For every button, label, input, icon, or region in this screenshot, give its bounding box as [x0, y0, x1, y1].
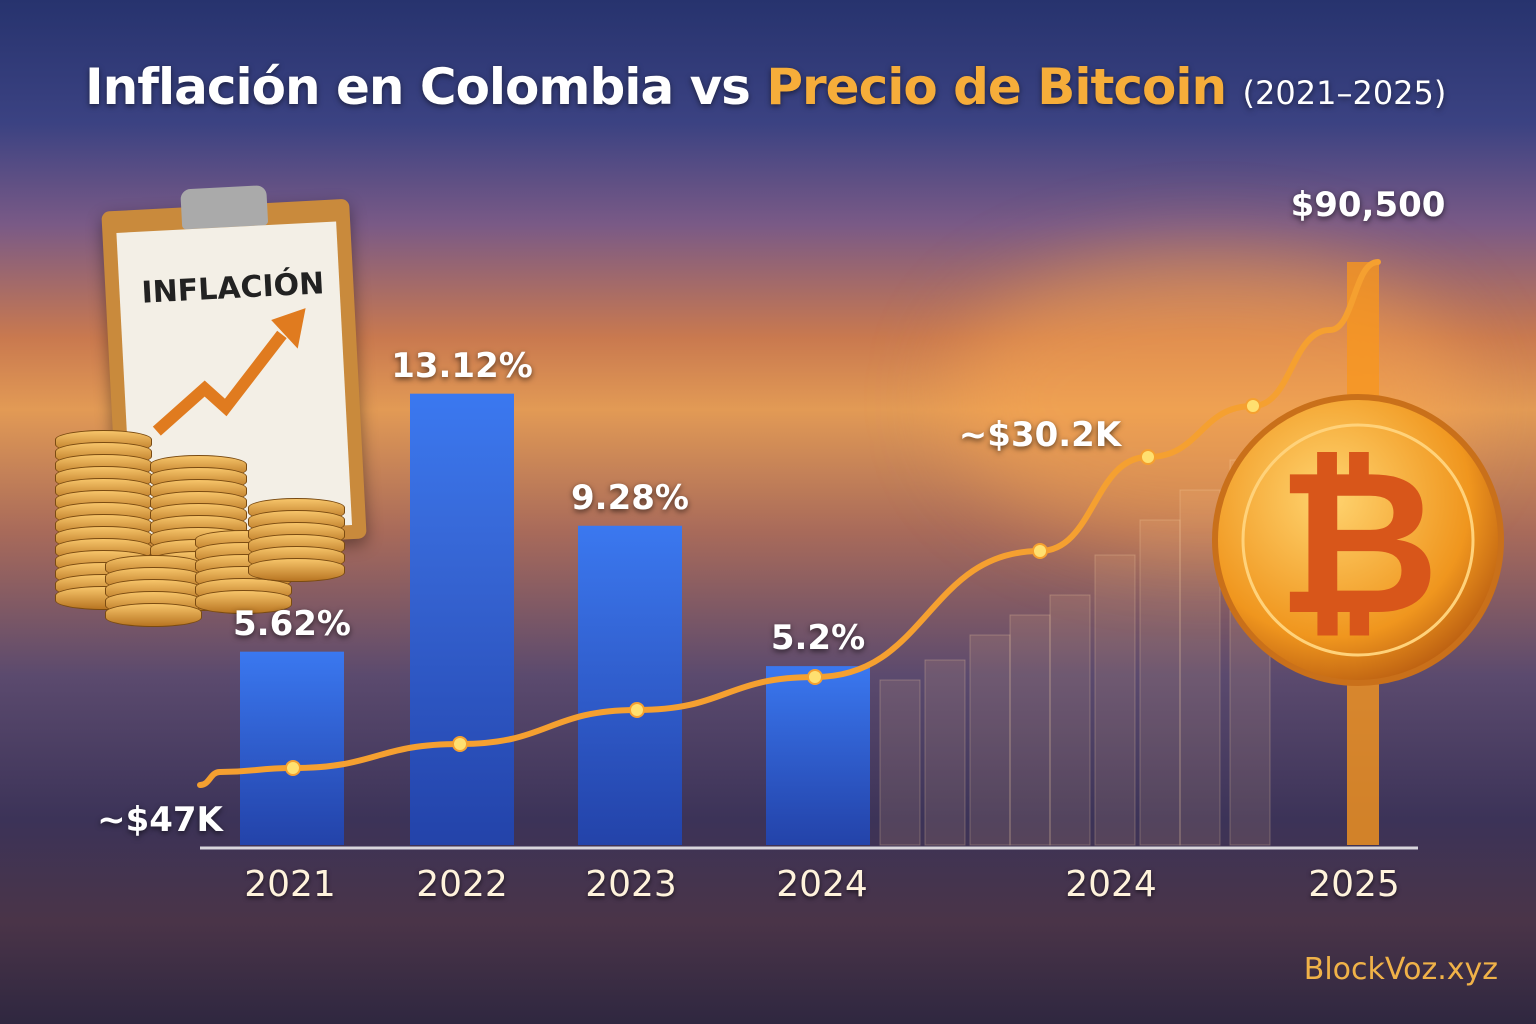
inflation-bar-2024 [766, 666, 870, 845]
bitcoin-symbol: ₿ [1277, 427, 1440, 660]
btc-line-point [629, 702, 645, 718]
title-part2: Precio de Bitcoin [766, 58, 1227, 116]
bar-value-label: 5.2% [770, 618, 866, 659]
btc-line-point [807, 669, 823, 685]
x-tick-label: 2021 [244, 864, 336, 905]
btc-line-point [1245, 398, 1261, 414]
btc-line-point [452, 736, 468, 752]
background-bar [969, 634, 1011, 846]
btc-line-point [285, 760, 301, 776]
btc-line-point [1032, 543, 1048, 559]
bar-value-label: 5.62% [233, 603, 351, 644]
inflation-bar-2022 [410, 393, 514, 845]
x-tick-label: 2024 [1065, 864, 1157, 905]
clipboard-illustration: INFLACIÓN [101, 185, 367, 552]
background-bar [879, 679, 921, 846]
watermark: BlockVoz.xyz [1303, 952, 1498, 987]
inflation-bar-2021 [240, 651, 344, 845]
bar-value-label: 13.12% [391, 345, 533, 386]
x-tick-label: 2022 [416, 864, 508, 905]
x-tick-label: 2024 [776, 864, 868, 905]
background-bar [1049, 594, 1091, 846]
background-bar [1179, 489, 1221, 846]
chart-title: Inflación en Colombia vs Precio de Bitco… [85, 58, 1446, 116]
x-tick-label: 2025 [1308, 864, 1400, 905]
x-tick-label: 2023 [585, 864, 677, 905]
title-years: (2021–2025) [1242, 74, 1447, 112]
bitcoin-coin-icon [1212, 394, 1504, 686]
coin [195, 590, 292, 614]
coin [105, 603, 202, 627]
btc-price-label: $90,500 [1290, 185, 1446, 225]
inflation-bar-2023 [578, 525, 682, 845]
bar-value-label: 9.28% [571, 477, 689, 518]
btc-price-label: ~$30.2K [958, 415, 1122, 455]
trend-arrow-icon [152, 308, 306, 436]
btc-price-line [197, 259, 1381, 788]
coin [248, 558, 345, 582]
background-bar [1139, 519, 1181, 846]
background-bar [1009, 614, 1051, 846]
btc-line-point [1140, 449, 1156, 465]
background-bar [1094, 554, 1136, 846]
btc-price-label: ~$47K [97, 800, 223, 840]
background-bar [924, 659, 966, 846]
clipboard-paper: INFLACIÓN [116, 221, 353, 537]
title-part1: Inflación en Colombia vs [85, 58, 751, 116]
bitcoin-coin-ring [1241, 423, 1475, 657]
